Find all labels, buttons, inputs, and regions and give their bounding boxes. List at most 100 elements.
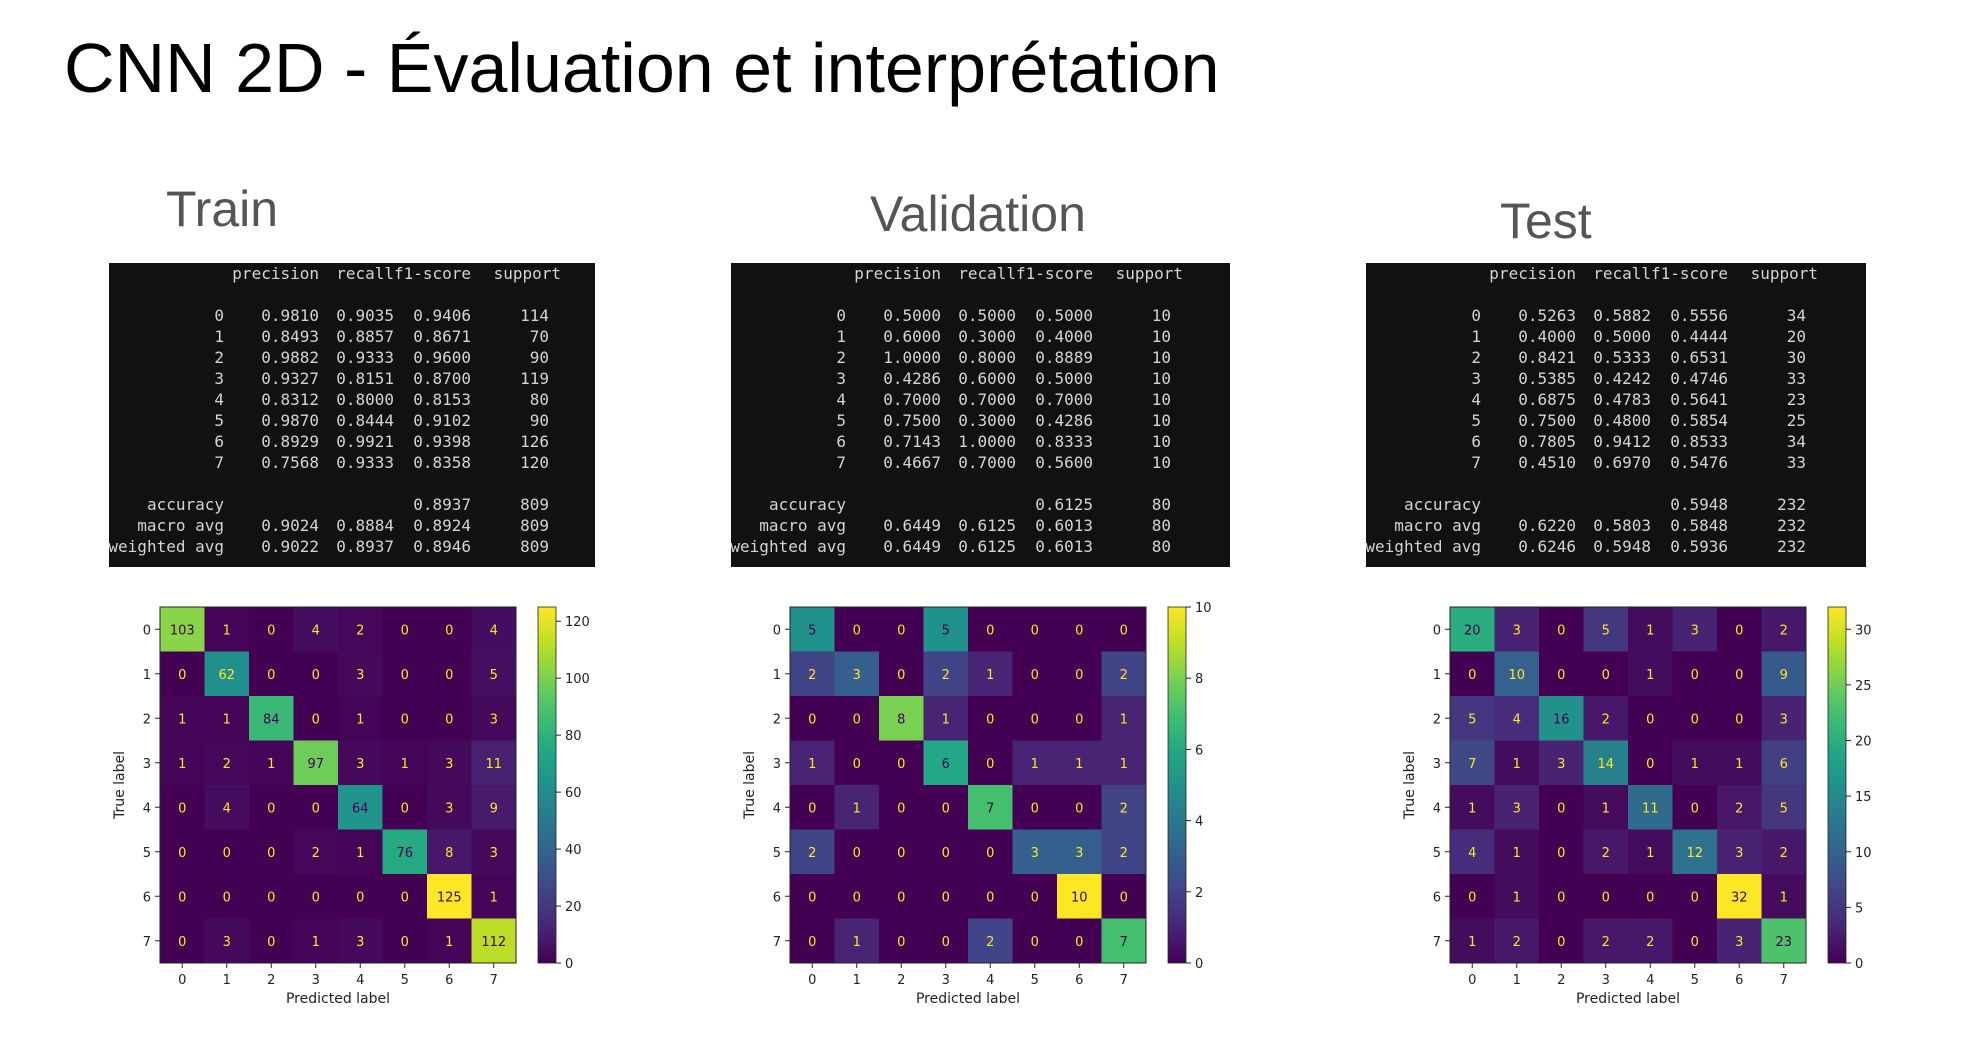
cell-value: 0 — [267, 623, 275, 638]
heatmap-cell — [293, 785, 339, 830]
heatmap-cell — [1717, 607, 1762, 652]
heatmap-cell — [293, 696, 339, 741]
report-cell: 0.4000 — [1035, 327, 1093, 346]
report-cell: 10 — [1151, 348, 1171, 367]
heatmap-cell — [1101, 785, 1147, 830]
cell-value: 0 — [897, 623, 905, 638]
heatmap-cell — [204, 918, 250, 964]
matrix-frame — [159, 606, 517, 964]
report-cell: 0.8151 — [336, 369, 394, 388]
heatmap-cell — [879, 829, 924, 875]
report-cell: 0.9882 — [261, 348, 319, 367]
heatmap-cell — [1057, 918, 1102, 964]
heatmap-cell — [382, 874, 428, 919]
cell-value: 9 — [490, 801, 498, 816]
report-row-label: accuracy — [146, 495, 224, 514]
cell-value: 0 — [1075, 712, 1083, 727]
heatmap-cell — [879, 785, 924, 830]
report-cell: 0.4800 — [1593, 411, 1651, 430]
colorbar-tick-label: 8 — [1195, 672, 1203, 687]
heatmap-cell — [1450, 785, 1495, 830]
report-cell: 0.6875 — [1518, 390, 1576, 409]
report-row-label: accuracy — [768, 495, 846, 514]
cell-value: 16 — [1553, 712, 1570, 727]
cell-value: 1 — [178, 757, 186, 772]
cell-value: 0 — [1075, 623, 1083, 638]
y-tick-label: 7 — [773, 935, 781, 950]
cell-value: 5 — [490, 668, 498, 683]
cell-value: 0 — [986, 846, 994, 861]
confusion-matrix-svg: 5 0 0 5 0 0 0 02 3 0 2 1 0 0 20 0 8 1 0 0 0 11 0 0 6 0 1 1 10 1 0 0 7 0 0 2… — [742, 601, 1212, 1007]
cell-value: 2 — [223, 757, 231, 772]
heatmap-cell — [427, 740, 472, 786]
cell-value: 0 — [942, 935, 950, 950]
report-cell: 25 — [1786, 411, 1806, 430]
cell-value: 0 — [897, 757, 905, 772]
x-tick-label: 3 — [1602, 973, 1610, 988]
report-cell: 0.5882 — [1593, 306, 1651, 325]
y-tick-label: 2 — [143, 712, 151, 727]
cell-value: 0 — [178, 846, 186, 861]
cell-value: 0 — [312, 712, 320, 727]
report-cell: 30 — [1786, 348, 1806, 367]
heatmap-cell — [834, 607, 880, 652]
heatmap-cell — [1539, 874, 1584, 919]
report-cell: 809 — [520, 495, 549, 514]
cell-value: 0 — [1468, 890, 1476, 905]
cell-value: 2 — [808, 668, 816, 683]
cell-value: 1 — [445, 935, 453, 950]
cell-value: 1 — [356, 846, 364, 861]
report-cell: 0.9921 — [336, 432, 394, 451]
cell-value: 0 — [808, 890, 816, 905]
heatmap-cell — [471, 918, 517, 964]
heatmap-cell — [204, 785, 250, 830]
heatmap-cell — [338, 829, 383, 875]
heatmap-cell — [1450, 740, 1495, 786]
report-cell: 0.9035 — [336, 306, 394, 325]
x-tick-label: 0 — [808, 973, 816, 988]
report-cell: 0.8924 — [413, 516, 471, 535]
x-tick-label: 1 — [853, 973, 861, 988]
colorbar-tick-label: 60 — [565, 786, 582, 801]
cell-value: 1 — [1120, 757, 1128, 772]
report-cell: 0.5000 — [1593, 327, 1651, 346]
heatmap-cell — [1012, 607, 1058, 652]
report-cell: 126 — [520, 432, 549, 451]
heatmap-cell — [382, 740, 428, 786]
heatmap-cell — [1057, 874, 1102, 919]
heatmap-cell — [1012, 918, 1058, 964]
cell-value: 1 — [178, 712, 186, 727]
heatmap-cell — [471, 696, 517, 741]
heatmap-cell — [427, 651, 472, 697]
cell-value: 1 — [986, 668, 994, 683]
y-tick-label: 3 — [1433, 757, 1441, 772]
heatmap-cell — [790, 785, 835, 830]
report-cell: 34 — [1786, 432, 1806, 451]
heatmap-cell — [968, 607, 1013, 652]
heatmap-cell — [1539, 785, 1584, 830]
report-row-label: 0 — [1471, 306, 1481, 325]
cell-value: 4 — [1468, 846, 1476, 861]
report-cell: 0.5263 — [1518, 306, 1576, 325]
heatmap-cell — [1628, 829, 1673, 875]
report-cell: 114 — [520, 306, 549, 325]
colorbar-tick-label: 0 — [1195, 957, 1203, 972]
report-cell: 0.5600 — [1035, 453, 1093, 472]
heatmap-cell — [1628, 918, 1673, 964]
report-cell: 0.4510 — [1518, 453, 1576, 472]
heatmap-cell — [968, 696, 1013, 741]
cell-value: 9 — [1780, 668, 1788, 683]
report-cell: 809 — [520, 516, 549, 535]
heatmap-cell — [427, 829, 472, 875]
report-cell: 0.3000 — [958, 411, 1016, 430]
report-cell: 0.8937 — [413, 495, 471, 514]
cell-value: 0 — [1468, 668, 1476, 683]
heatmap-cell — [1101, 874, 1147, 919]
colorbar-tick-label: 15 — [1855, 790, 1872, 805]
cell-value: 0 — [312, 668, 320, 683]
heatmap-cell — [1494, 874, 1540, 919]
x-tick-label: 5 — [1031, 973, 1039, 988]
heatmap-cell — [293, 607, 339, 652]
cell-value: 1 — [1602, 801, 1610, 816]
section-title-test: Test — [1500, 193, 1592, 249]
